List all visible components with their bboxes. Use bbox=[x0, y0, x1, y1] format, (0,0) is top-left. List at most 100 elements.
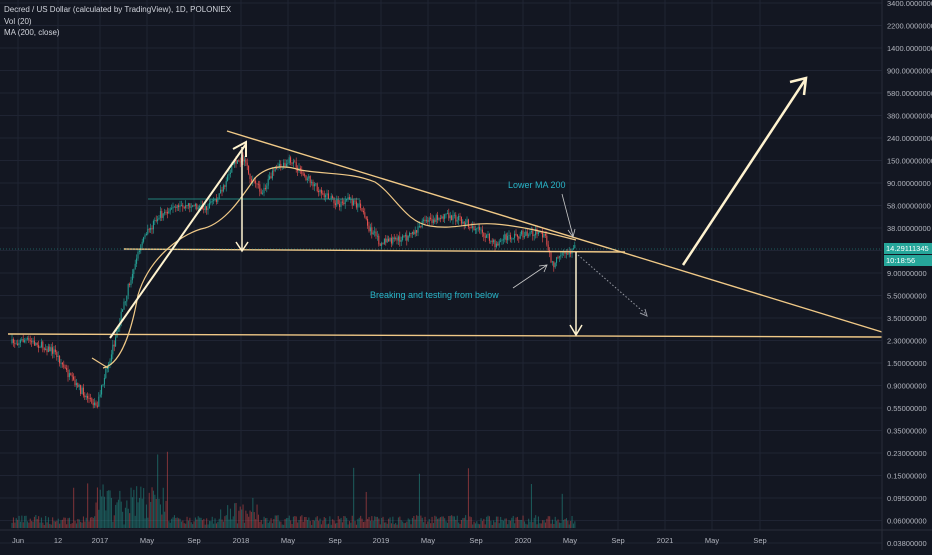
legend-volume[interactable]: Vol (20) bbox=[4, 16, 32, 26]
price-axis[interactable]: 3400.00000000 2200.00000000 1400.00000000 9… bbox=[881, 0, 932, 550]
volume-bar bbox=[116, 502, 118, 528]
volume-bar bbox=[82, 516, 84, 528]
candle-body bbox=[319, 189, 321, 193]
candle-body bbox=[315, 183, 317, 185]
candle-body bbox=[481, 229, 483, 233]
volume-bar bbox=[267, 522, 269, 528]
candle-body bbox=[445, 213, 447, 215]
candle-body bbox=[161, 211, 163, 218]
candle-body bbox=[390, 237, 392, 244]
candle-body bbox=[215, 198, 217, 202]
price-tick-label: 58.00000000 bbox=[887, 202, 931, 211]
candle-body bbox=[192, 205, 194, 207]
candle-body bbox=[301, 170, 303, 174]
candle-body bbox=[322, 193, 324, 195]
volume-bar bbox=[495, 516, 497, 528]
projection-dotted[interactable] bbox=[577, 254, 648, 316]
volume-bar bbox=[516, 516, 518, 528]
candle-body bbox=[354, 200, 356, 202]
impulse-arrow-line[interactable] bbox=[109, 143, 247, 339]
candle-body bbox=[392, 237, 394, 244]
volume-bar bbox=[208, 520, 210, 528]
volume-bar bbox=[35, 515, 37, 528]
candle-body bbox=[217, 198, 219, 202]
candle-body bbox=[327, 193, 329, 200]
candle-body bbox=[504, 234, 506, 240]
candle-body bbox=[68, 373, 70, 378]
volume-bar bbox=[130, 487, 132, 528]
volume-bar bbox=[438, 518, 440, 528]
legend: Decred / US Dollar (calculated by Tradin… bbox=[4, 4, 231, 39]
candle-body bbox=[400, 240, 402, 242]
annotation-lower-ma: Lower MA 200 bbox=[508, 180, 566, 190]
candle-body bbox=[413, 231, 415, 235]
grid-lines bbox=[0, 0, 882, 544]
volume-bar bbox=[344, 516, 346, 528]
price-tick-label: 5.50000000 bbox=[887, 292, 927, 301]
candle-body bbox=[164, 211, 166, 214]
candle-body bbox=[145, 233, 147, 236]
volume-bar bbox=[424, 516, 426, 528]
ma-touch-mark[interactable] bbox=[91, 357, 109, 369]
volume-bar bbox=[361, 518, 363, 528]
callout-breaking[interactable] bbox=[512, 264, 548, 289]
candle-body bbox=[89, 398, 91, 400]
volume-bar bbox=[323, 517, 325, 528]
candle-body bbox=[500, 240, 502, 242]
candle-body bbox=[518, 236, 520, 239]
support-line-upper[interactable] bbox=[123, 248, 626, 253]
volume-bar bbox=[243, 522, 245, 528]
price-tick-label: 0.15000000 bbox=[887, 472, 927, 481]
support-line-lower[interactable] bbox=[7, 333, 883, 338]
candle-body bbox=[554, 262, 556, 268]
volume-bar bbox=[264, 518, 266, 528]
candle-body bbox=[362, 210, 364, 213]
volume-bar bbox=[56, 520, 58, 528]
candle-body bbox=[347, 197, 349, 200]
volume-bar bbox=[73, 487, 75, 528]
candle-body bbox=[558, 256, 560, 258]
price-tick-label: 1.50000000 bbox=[887, 359, 927, 368]
candle-body bbox=[325, 195, 327, 198]
candle-body bbox=[38, 345, 40, 348]
candle-body bbox=[257, 183, 259, 185]
candle-body bbox=[435, 215, 437, 222]
candle-body bbox=[147, 228, 149, 234]
candle-body bbox=[528, 234, 530, 236]
price-tick-label: 3400.00000000 bbox=[887, 0, 932, 8]
callout-lower-ma[interactable] bbox=[561, 193, 574, 237]
volume-bar bbox=[280, 521, 282, 528]
candle-body bbox=[11, 339, 13, 343]
candle-body bbox=[509, 235, 511, 240]
target-arrow-line[interactable] bbox=[681, 79, 807, 266]
time-tick-label: Sep bbox=[469, 536, 482, 545]
volume-bar bbox=[519, 520, 521, 528]
volume-bar bbox=[532, 522, 534, 528]
candle-body bbox=[236, 160, 238, 164]
candle-body bbox=[112, 344, 114, 355]
time-axis[interactable]: Jun 12 2017 May Sep 2018 May Sep 2019 May Sep 2020 M… bbox=[0, 529, 932, 545]
candle-body bbox=[542, 232, 544, 238]
descending-trendline[interactable] bbox=[226, 130, 883, 333]
legend-symbol[interactable]: Decred / US Dollar (calculated by Tradin… bbox=[4, 5, 232, 14]
legend-ma[interactable]: MA (200, close) bbox=[4, 28, 60, 37]
volume-bar bbox=[180, 521, 182, 528]
volume-bar bbox=[154, 494, 156, 528]
candle-body bbox=[220, 189, 222, 194]
volume-bar bbox=[152, 490, 154, 528]
candle-body bbox=[40, 341, 42, 348]
volume-bar bbox=[131, 497, 133, 528]
candle-body bbox=[459, 215, 461, 217]
volume-bar bbox=[110, 497, 112, 528]
candle-body bbox=[49, 346, 51, 352]
volume-bar bbox=[95, 502, 97, 528]
volume-bar bbox=[343, 515, 345, 528]
candle-body bbox=[18, 342, 20, 346]
volume-bar bbox=[290, 520, 292, 528]
volume-bar bbox=[224, 516, 226, 528]
candle-body bbox=[337, 199, 339, 205]
volume-bar bbox=[375, 516, 377, 528]
volume-bar bbox=[544, 522, 546, 528]
